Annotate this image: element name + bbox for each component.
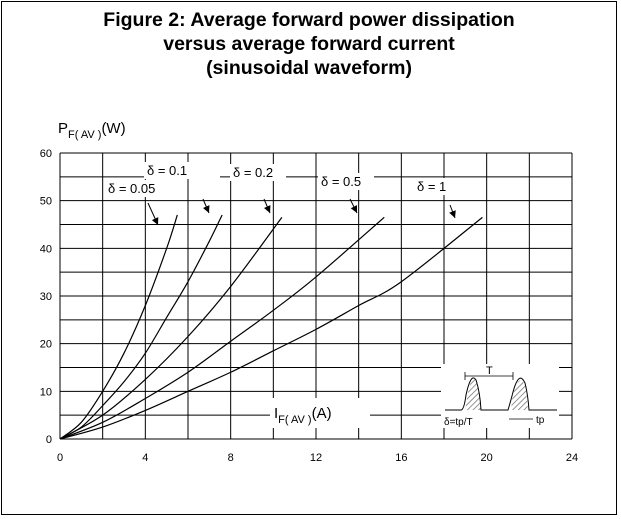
pulse-2-hatch	[511, 380, 528, 410]
y-tick-label: 50	[40, 196, 52, 208]
figure-title: Figure 2: Average forward power dissipat…	[0, 8, 618, 80]
x-axis-label: IF( AV )(A)	[274, 405, 332, 426]
series-label-bg-3	[318, 173, 374, 190]
series-line-4	[59, 216, 483, 440]
pulse-1-hatch	[445, 378, 481, 410]
series-line-2	[59, 216, 283, 440]
duty-label: δ=tp/T	[444, 417, 473, 428]
inset-bg	[441, 364, 559, 428]
y-tick-label: 30	[40, 291, 52, 303]
x-tick-label: 24	[566, 452, 578, 464]
series-label-0: δ = 0.05	[108, 181, 155, 196]
series-line-3	[59, 216, 385, 440]
series-line-1	[59, 214, 223, 440]
series-label-bg-4	[414, 178, 458, 195]
y-tick-label: 0	[46, 434, 52, 446]
series-arrowhead-2	[264, 205, 271, 213]
chart-curves	[59, 214, 483, 440]
title-line-2: versus average forward current	[163, 33, 455, 55]
title-line-1: Figure 2: Average forward power dissipat…	[103, 9, 515, 31]
series-arrowhead-1	[203, 205, 210, 213]
y-tick-label: 60	[40, 148, 52, 160]
x-tick-label: 0	[57, 452, 63, 464]
period-label: T	[486, 365, 493, 377]
x-tick-label: 20	[481, 452, 493, 464]
x-tick-label: 8	[228, 452, 234, 464]
chart-ticks: 0 4 8 12 16 20 24 0 10 20 30 40 50 60	[40, 148, 578, 464]
y-tick-label: 20	[40, 339, 52, 351]
series-arrowhead-0	[151, 217, 159, 225]
tp-label: tp	[536, 415, 545, 426]
y-axis-label: PF( AV )(W)	[58, 120, 126, 141]
x-tick-label: 12	[310, 452, 322, 464]
series-label-bg-0	[105, 180, 171, 197]
y-tick-label: 40	[40, 243, 52, 255]
y-tick-label: 10	[40, 386, 52, 398]
series-arrowhead-4	[449, 210, 456, 218]
x-tick-label: 4	[142, 452, 148, 464]
series-label-bg-2	[230, 164, 286, 181]
series-label-3: δ = 0.5	[321, 174, 361, 189]
x-axis-label-bg	[270, 398, 370, 428]
waveform-inset: T δ=tp/T tp	[441, 364, 559, 428]
series-line-0	[59, 214, 178, 440]
waveform-line	[445, 377, 557, 411]
series-label-2: δ = 0.2	[233, 165, 273, 180]
title-line-3: (sinusoidal waveform)	[206, 57, 412, 79]
x-tick-label: 16	[395, 452, 407, 464]
series-arrowhead-3	[350, 205, 357, 213]
series-label-1: δ = 0.1	[147, 163, 187, 178]
series-label-bg-1	[144, 162, 220, 179]
curve-labels: δ = 0.05 δ = 0.1 δ = 0.2 δ = 0.5 δ = 1	[105, 162, 458, 226]
series-label-4: δ = 1	[417, 179, 446, 194]
